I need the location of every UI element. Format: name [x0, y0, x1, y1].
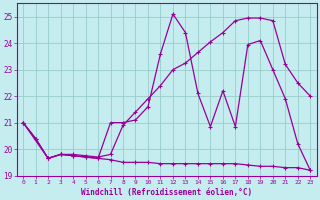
X-axis label: Windchill (Refroidissement éolien,°C): Windchill (Refroidissement éolien,°C): [81, 188, 252, 197]
